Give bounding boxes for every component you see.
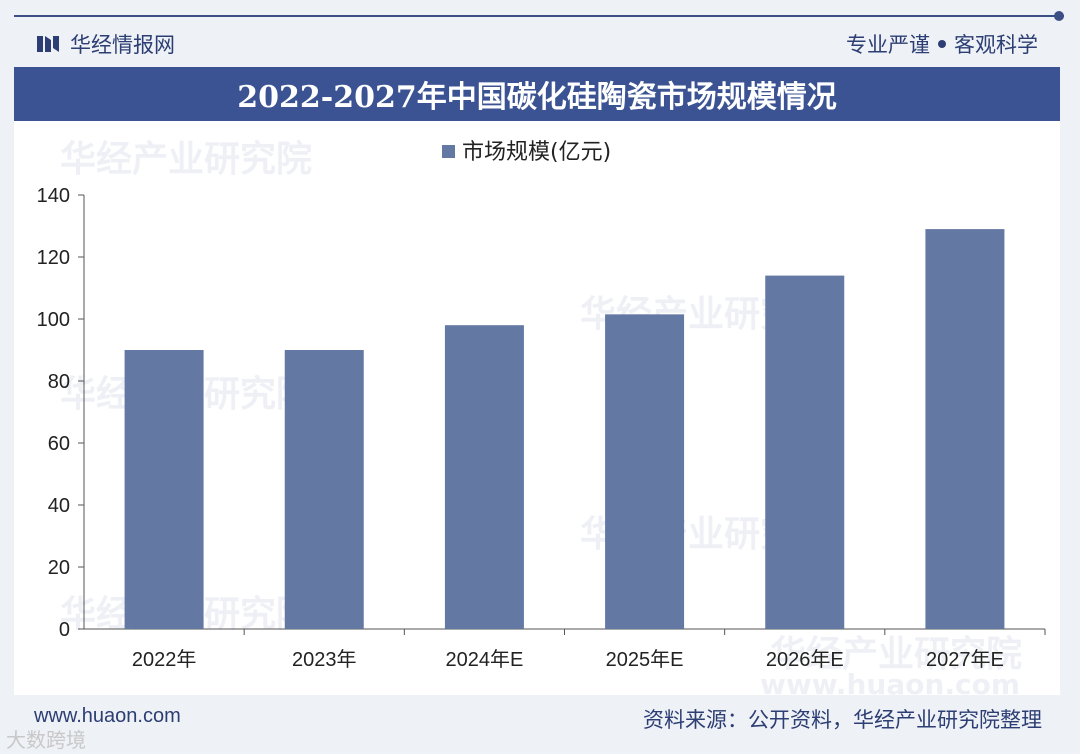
- x-tick-label: 2026年E: [766, 648, 844, 671]
- chart-title: 2022-2027年中国碳化硅陶瓷市场规模情况: [237, 80, 837, 115]
- bar: [765, 275, 845, 629]
- bar: [124, 350, 204, 629]
- legend-swatch: [442, 145, 455, 158]
- y-tick-label: 140: [37, 185, 70, 207]
- top-rule-dot: [1054, 11, 1064, 21]
- footer-url[interactable]: www.huaon.com: [34, 705, 181, 727]
- slogan: 专业严谨 客观科学: [846, 29, 1038, 59]
- slogan-left: 专业严谨: [846, 34, 930, 57]
- footer: [0, 695, 1080, 754]
- x-tick-label: 2022年: [132, 648, 197, 671]
- x-tick-label: 2024年E: [445, 648, 523, 671]
- x-tick-label: 2025年E: [606, 648, 684, 671]
- brand-logo-icon: [37, 36, 59, 52]
- footer-source: 资料来源：公开资料，华经产业研究院整理: [643, 709, 1042, 732]
- top-rule: [14, 15, 1064, 17]
- bar: [605, 314, 685, 629]
- brand: 华经情报网: [36, 29, 175, 59]
- legend-label: 市场规模(亿元): [462, 140, 611, 165]
- x-tick-label: 2023年: [292, 648, 357, 671]
- brand-name: 华经情报网: [70, 34, 175, 57]
- y-tick-label: 80: [48, 371, 70, 393]
- bar: [925, 229, 1005, 629]
- y-tick-label: 0: [59, 619, 70, 641]
- corner-watermark: 大数跨境: [6, 730, 86, 752]
- slogan-right: 客观科学: [954, 34, 1038, 57]
- y-tick-label: 20: [48, 557, 70, 579]
- bar: [444, 325, 524, 629]
- x-tick-label: 2027年E: [926, 648, 1004, 671]
- bar: [284, 350, 364, 629]
- y-tick-label: 120: [37, 247, 70, 269]
- slogan-dot-icon: [938, 40, 946, 48]
- y-tick-label: 100: [37, 309, 70, 331]
- y-tick-label: 40: [48, 495, 70, 517]
- y-tick-label: 60: [48, 433, 70, 455]
- chart-title-bar: 2022-2027年中国碳化硅陶瓷市场规模情况: [14, 67, 1060, 121]
